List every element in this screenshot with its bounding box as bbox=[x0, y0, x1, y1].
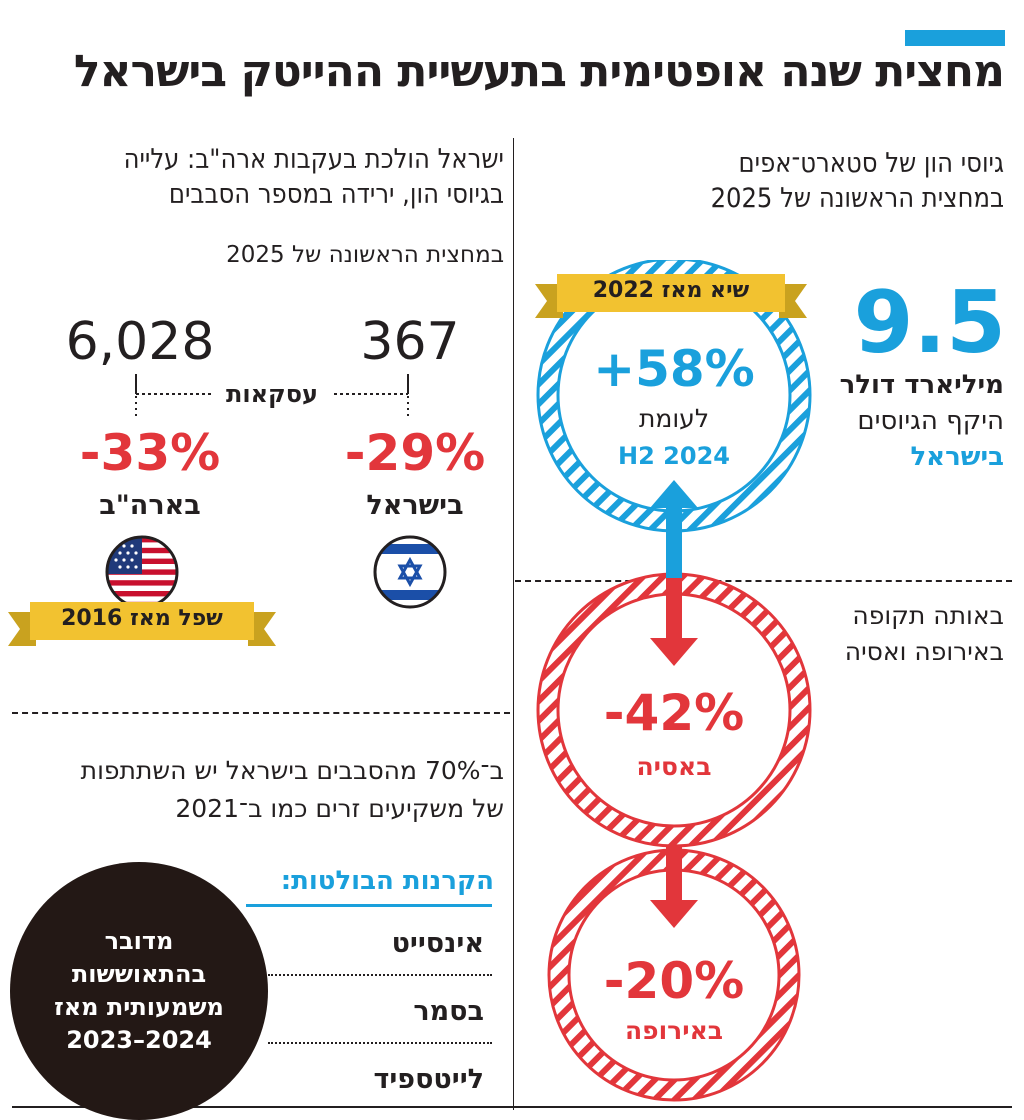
same-period-note-line2: באירופה ואסיה bbox=[844, 637, 1004, 667]
fund-separator bbox=[268, 974, 492, 976]
recovery-line2: בהתאוששות bbox=[71, 959, 207, 988]
asia-change-value: -42% bbox=[603, 684, 745, 742]
comparison-circles-graphic bbox=[536, 260, 812, 1102]
foreign-investors-line1: ב־70% מהסבבים בישראל יש השתתפות bbox=[80, 756, 504, 785]
record-ribbon bbox=[535, 274, 807, 318]
fund-item-bessemer: בסמר bbox=[413, 996, 484, 1027]
us-deals-change: -33% bbox=[79, 424, 221, 482]
fund-separator bbox=[268, 1042, 492, 1044]
low-ribbon bbox=[8, 602, 276, 646]
israel-deals-label: בישראל bbox=[366, 490, 464, 521]
main-title: מחצית שנה אופטימית בתעשיית ההייטק בישראל bbox=[73, 46, 1005, 97]
us-deals-label: בארה"ב bbox=[99, 490, 201, 521]
left-dashed-separator bbox=[12, 712, 510, 714]
recovery-callout-circle: מדובר בהתאוששות משמעותית מאז 2024–2023 bbox=[10, 862, 268, 1120]
left-heading-line1: ישראל הולכת בעקבות ארה"ב: עלייה bbox=[123, 144, 504, 175]
israel-growth-circle bbox=[536, 260, 812, 533]
israel-deals-change: -29% bbox=[344, 424, 486, 482]
column-divider bbox=[513, 138, 514, 1110]
israel-compare-period: H2 2024 bbox=[618, 442, 730, 470]
record-ribbon-text: שיא מאז 2022 bbox=[592, 278, 750, 303]
right-dashed-separator bbox=[515, 580, 1012, 582]
same-period-note: באותה תקופה באירופה ואסיה bbox=[845, 598, 1004, 671]
left-heading: ישראל הולכת בעקבות ארה"ב: עלייה בגיוסי ה… bbox=[14, 142, 504, 212]
low-ribbon-text: שפל מאז 2016 bbox=[61, 606, 223, 631]
funds-heading: הקרנות הבולטות: bbox=[280, 866, 494, 896]
fund-item-insight: אינסייט bbox=[391, 928, 484, 959]
down-arrow-icon bbox=[650, 578, 698, 666]
same-period-note-line1: באותה תקופה bbox=[852, 601, 1004, 630]
right-heading-line1: גיוסי הון של סטארט־אפים bbox=[738, 148, 1004, 179]
left-subheading: במחצית הראשונה של 2025 bbox=[226, 242, 504, 268]
us-flag-icon bbox=[105, 535, 179, 609]
left-heading-line2: בגיוסי הון, ירידה במספר הסבבים bbox=[168, 179, 504, 211]
up-arrow-icon bbox=[650, 480, 698, 578]
recovery-line1: מדובר bbox=[104, 926, 174, 955]
raised-amount-desc-1: היקף הגיוסים bbox=[857, 406, 1004, 436]
right-heading: גיוסי הון של סטארט־אפים במחצית הראשונה ש… bbox=[524, 146, 1004, 216]
recovery-line3: משמעותית מאז bbox=[54, 993, 224, 1021]
israel-flag-icon bbox=[373, 535, 447, 609]
foreign-investors-note: ב־70% מהסבבים בישראל יש השתתפות של משקיע… bbox=[14, 752, 504, 827]
deals-label: עסקאות bbox=[212, 380, 332, 408]
bottom-rule bbox=[12, 1106, 1012, 1108]
fund-item-lightspeed: לייטספיד bbox=[373, 1064, 484, 1095]
asia-change-circle bbox=[536, 572, 812, 848]
recovery-line4: 2024–2023 bbox=[66, 1026, 212, 1055]
israel-change-value: +58% bbox=[593, 340, 755, 398]
funds-heading-rule bbox=[246, 904, 492, 907]
asia-label: באסיה bbox=[636, 752, 712, 781]
europe-change-circle bbox=[547, 848, 801, 1102]
raised-amount-unit: מיליארד דולר bbox=[839, 370, 1004, 400]
europe-change-value: -20% bbox=[603, 952, 745, 1010]
right-heading-line2: במחצית הראשונה של 2025 bbox=[710, 183, 1004, 215]
israel-deals-count: 367 bbox=[360, 312, 460, 372]
deals-bracket bbox=[135, 374, 409, 420]
europe-label: באירופה bbox=[624, 1016, 724, 1045]
raised-amount-desc-2: בישראל bbox=[910, 442, 1004, 472]
us-deals-count: 6,028 bbox=[65, 312, 215, 372]
israel-compare-label: לעומת bbox=[638, 404, 710, 433]
down-arrow-icon bbox=[650, 846, 698, 928]
raised-amount-value: 9.5 bbox=[853, 273, 1006, 373]
foreign-investors-line2: של משקיעים זרים כמו ב־2021 bbox=[175, 793, 504, 823]
top-accent-bar bbox=[905, 30, 1005, 46]
